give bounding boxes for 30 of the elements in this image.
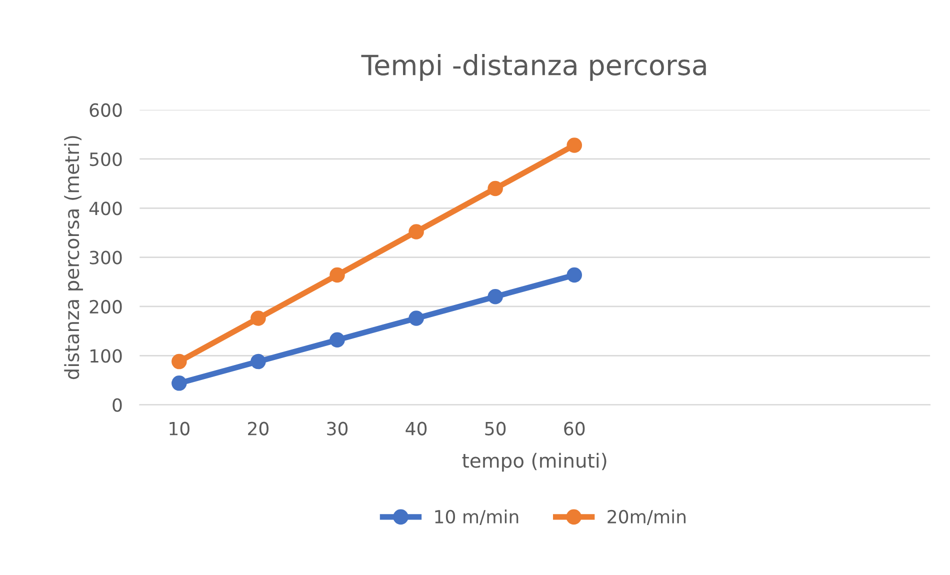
legend-label: 10 m/min — [435, 510, 518, 525]
point — [566, 138, 582, 153]
x-tick-label: 60 — [564, 422, 585, 436]
point — [330, 332, 345, 348]
point — [408, 310, 424, 326]
x-tick-label: 30 — [327, 422, 348, 436]
point — [172, 354, 187, 370]
chart-title: Tempi -distanza percorsa — [361, 54, 706, 81]
y-tick-label: 300 — [90, 250, 122, 264]
y-tick-label: 400 — [89, 202, 122, 216]
x-tick-label: 20 — [248, 422, 268, 436]
point — [250, 354, 266, 370]
y-tick-label: 600 — [90, 103, 122, 117]
point — [408, 224, 424, 240]
y-tick-label: 200 — [90, 300, 122, 314]
y-axis-title: distanza percorsa (metri) — [64, 136, 83, 380]
x-tick-label: 40 — [406, 422, 427, 436]
y-tick-label: 0 — [112, 398, 122, 412]
y-tick-label: 500 — [90, 152, 122, 166]
legend-label: 20m/min — [608, 510, 686, 525]
point — [172, 376, 187, 391]
x-axis-title: tempo (minuti) — [462, 452, 606, 472]
point — [488, 180, 503, 196]
point — [330, 267, 345, 283]
x-tick-label: 50 — [485, 422, 506, 436]
point — [250, 310, 266, 326]
x-tick-label: 10 — [170, 422, 190, 436]
point — [488, 289, 503, 304]
point — [566, 267, 582, 283]
y-tick-label: 100 — [90, 349, 122, 363]
